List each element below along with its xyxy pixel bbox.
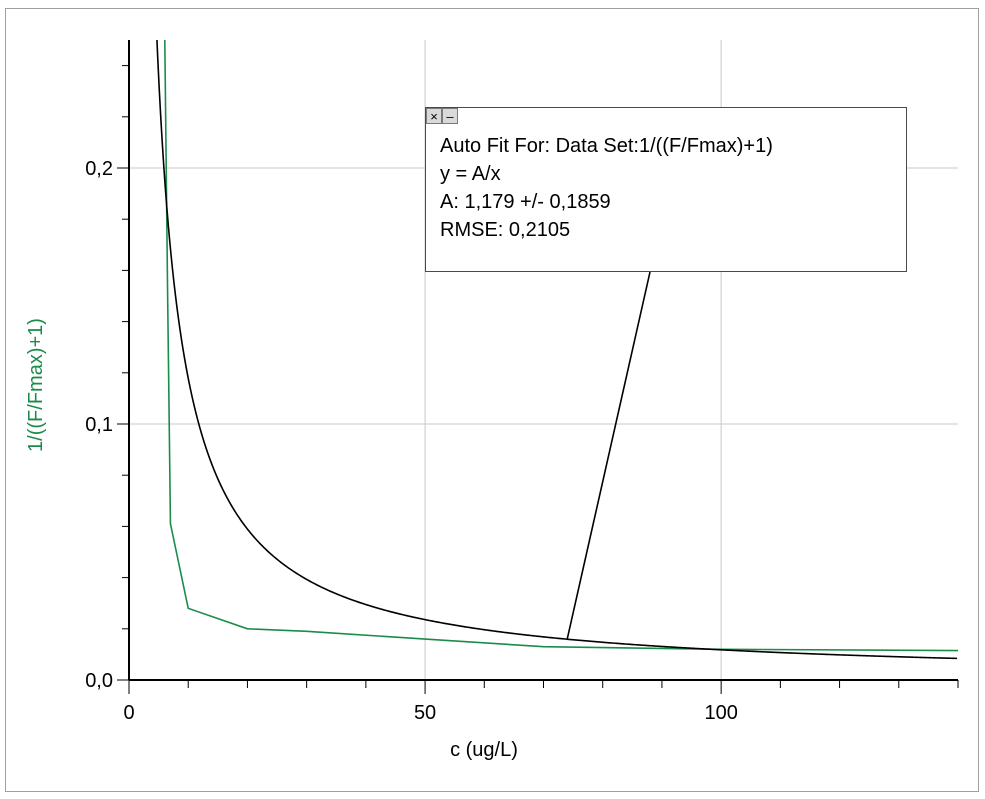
data-series-line — [164, 40, 958, 652]
y-axis-ticks: 0,0 0,1 0,2 — [85, 65, 129, 692]
minimize-icon[interactable]: – — [442, 108, 458, 124]
fit-title: Auto Fit For: Data Set:1/((F/Fmax)+1) — [440, 135, 773, 157]
close-icon[interactable]: × — [426, 108, 442, 124]
plot-area — [156, 40, 958, 660]
fit-equation: y = A/x — [440, 163, 501, 185]
fit-box-leader-line — [566, 271, 651, 640]
fit-parameter-a: A: 1,179 +/- 0,1859 — [440, 191, 611, 213]
fit-box-controls: × – — [426, 108, 458, 126]
y-tick-label: 0,2 — [85, 158, 113, 180]
x-tick-label: 50 — [414, 702, 436, 724]
x-tick-label: 0 — [123, 702, 134, 724]
x-tick-label: 100 — [704, 702, 737, 724]
y-tick-label: 0,0 — [85, 670, 113, 692]
x-axis-label: c (ug/L) — [450, 739, 518, 761]
auto-fit-box[interactable]: × – Auto Fit For: Data Set:1/((F/Fmax)+1… — [425, 107, 907, 272]
y-tick-label: 0,1 — [85, 414, 113, 436]
x-axis-ticks: 0 50 100 — [123, 680, 959, 724]
fit-rmse: RMSE: 0,2105 — [440, 219, 571, 241]
fit-box-text: Auto Fit For: Data Set:1/((F/Fmax)+1) y … — [440, 132, 773, 244]
fit-curve — [156, 40, 958, 660]
y-axis-label: 1/((F/Fmax)+1) — [25, 318, 47, 452]
